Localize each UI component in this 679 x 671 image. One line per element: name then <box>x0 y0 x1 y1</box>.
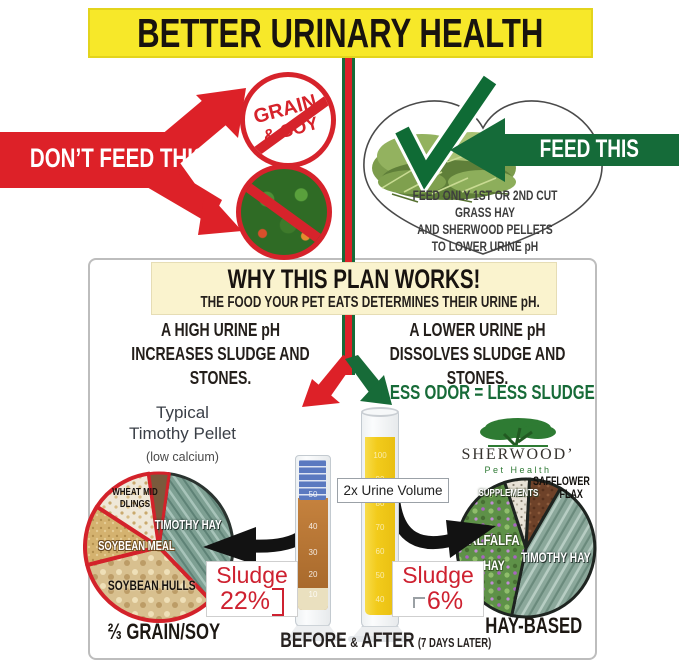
prohibition-slash-icon <box>243 182 327 252</box>
pie-label-timothy-hay-right: TIMOTHY HAY <box>521 550 591 565</box>
stripe-split-arrows-icon <box>302 355 392 407</box>
plan-title: WHY THIS PLAN WORKS! <box>227 264 481 294</box>
plan-subtitle: THE FOOD YOUR PET EATS DETERMINES THEIR … <box>200 294 540 311</box>
page-title: BETTER URINARY HEALTH <box>137 9 544 56</box>
check-icon <box>392 74 499 192</box>
high-ph-claim: A HIGH URINE pH INCREASES SLUDGE AND STO… <box>131 319 310 388</box>
title-banner: BETTER URINARY HEALTH <box>88 8 593 58</box>
low-ph-claim: A LOWER URINE pH DISSOLVES SLUDGE AND ST… <box>389 319 566 388</box>
cylinder-foot <box>348 636 412 642</box>
before-urine-cylinder: 50 40 30 20 10 <box>295 455 331 627</box>
tree-icon <box>480 418 556 448</box>
grain-soy-prohibited-image: GRAIN & SOY <box>240 72 336 168</box>
pie-label-safflower-flax: SAFFLOWER FLAX <box>533 476 590 501</box>
feed-this-arrow-icon <box>450 118 679 182</box>
cylinder-label <box>299 460 326 500</box>
bracket-icon <box>272 588 285 617</box>
sludge-label: Sludge <box>216 562 288 588</box>
sludge-value: 22% <box>207 588 297 617</box>
pie-label-timothy-hay: TIMOTHY HAY <box>154 517 222 532</box>
pie-label-wheat-middlings: WHEAT MID DLINGS <box>112 486 158 510</box>
sherwood-logo: SHERWOOD’ Pet Health <box>448 416 588 475</box>
sludge-6-callout: Sludge 6% <box>392 561 484 617</box>
pie-label-supplements: SUPPLEMENTS <box>478 487 538 499</box>
cylinder-rim <box>361 407 399 417</box>
sludge-layer <box>298 588 328 610</box>
feed-note: FEED ONLY 1ST OR 2ND CUT GRASS HAY AND S… <box>412 188 558 254</box>
urine-after <box>365 437 395 615</box>
grain-diet-caption: ⅔ GRAIN/SOY <box>107 619 221 644</box>
dont-feed-arrow-icon <box>0 88 246 235</box>
sludge-label: Sludge <box>402 562 474 588</box>
vegetables-prohibited-image <box>236 164 332 260</box>
pie-label-soybean-hulls: SOYBEAN HULLS <box>108 578 196 593</box>
dont-feed-label: DON’T FEED THIS <box>29 143 207 173</box>
pie-label-soybean-meal: SOYBEAN MEAL <box>98 539 175 553</box>
typical-pellet-label: Typical Timothy Pellet (low calcium) <box>128 403 237 464</box>
sludge-22-callout: Sludge 22% <box>206 561 298 617</box>
hay-diet-caption: HAY-BASED <box>485 613 583 638</box>
less-odor-claim: LESS ODOR = LESS SLUDGE <box>380 382 595 404</box>
sherwood-tagline: Pet Health <box>484 465 552 475</box>
plan-box: WHY THIS PLAN WORKS! THE FOOD YOUR PET E… <box>151 262 557 315</box>
bracket-icon <box>412 596 425 608</box>
feed-this-label: FEED THIS <box>539 135 639 163</box>
sherwood-name: SHERWOOD’ <box>461 446 575 463</box>
urine-volume-label: 2x Urine Volume <box>337 478 449 503</box>
cylinder-foot <box>284 635 342 641</box>
sludge-value: 6% <box>393 588 483 614</box>
before-after-caption: BEFORE & AFTER (7 DAYS LATER) <box>280 629 492 652</box>
